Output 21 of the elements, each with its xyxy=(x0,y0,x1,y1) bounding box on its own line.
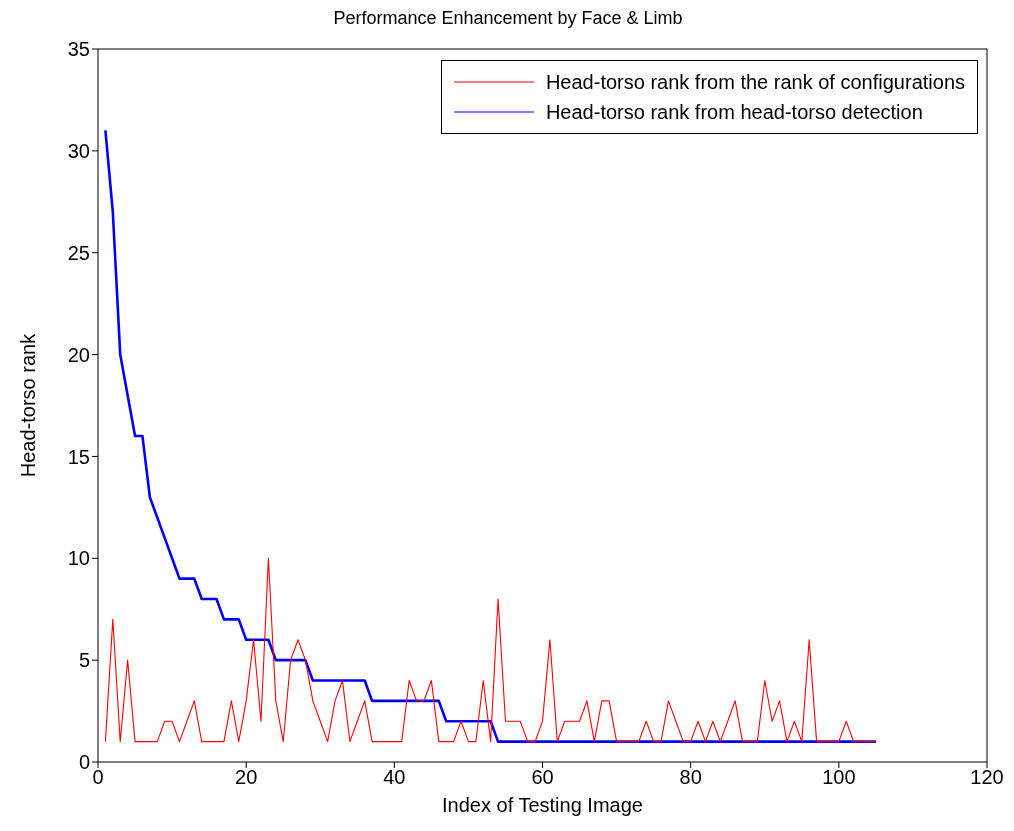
y-tick-label: 25 xyxy=(67,241,90,264)
y-tick-label: 35 xyxy=(67,38,90,61)
x-tick-label: 60 xyxy=(531,766,554,789)
x-tick-label: 0 xyxy=(92,766,104,789)
x-tick-label: 20 xyxy=(235,766,258,789)
legend-label: Head-torso rank from the rank of configurations xyxy=(545,70,965,95)
y-tick-label: 5 xyxy=(78,649,90,672)
y-axis-title: Head-torso rank xyxy=(17,332,40,478)
legend-label: Head-torso rank from head-torso detection xyxy=(545,100,923,125)
line-series xyxy=(104,557,877,743)
x-axis-title: Index of Testing Image xyxy=(442,794,643,816)
y-tick-label: 20 xyxy=(67,343,90,366)
x-tick-label: 80 xyxy=(679,766,702,789)
y-tick-label: 30 xyxy=(67,139,90,162)
x-tick-label: 40 xyxy=(383,766,406,789)
y-tick-label: 10 xyxy=(67,547,90,570)
x-tick-label: 120 xyxy=(970,766,1004,789)
chart-title: Performance Enhancement by Face & Limb xyxy=(332,8,684,29)
y-tick-label: 0 xyxy=(78,751,90,774)
y-tick-label: 15 xyxy=(67,445,90,468)
x-tick-label: 100 xyxy=(822,766,856,789)
